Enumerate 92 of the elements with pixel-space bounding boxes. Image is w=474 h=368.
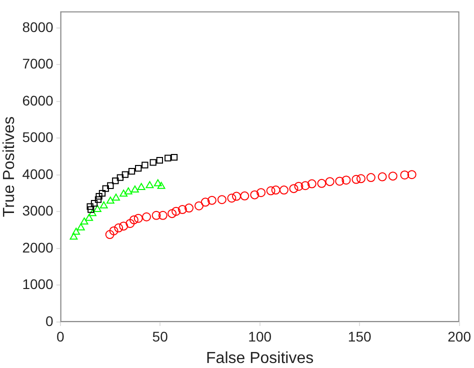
point	[366, 173, 376, 182]
x-tick-label: 200	[448, 328, 472, 344]
point	[134, 214, 143, 223]
point	[342, 176, 351, 185]
y-tick-label: 0	[46, 312, 54, 329]
point	[307, 179, 316, 188]
point	[178, 205, 187, 214]
point	[105, 230, 114, 240]
point	[137, 182, 146, 190]
point	[135, 165, 142, 172]
point	[184, 204, 194, 213]
point	[325, 177, 334, 186]
point	[356, 174, 366, 184]
point	[207, 196, 216, 205]
point	[152, 210, 161, 220]
y-tick-label: 3000	[22, 202, 54, 219]
point	[172, 206, 181, 216]
point	[98, 190, 106, 197]
point	[112, 178, 119, 184]
point	[400, 170, 410, 180]
y-axis-title: True Positives	[1, 116, 18, 218]
point	[154, 179, 162, 186]
point	[128, 168, 136, 175]
point	[119, 222, 128, 231]
point	[168, 209, 177, 218]
point	[88, 206, 94, 213]
y-tick-label: 2000	[22, 239, 54, 256]
point	[93, 205, 102, 212]
point	[88, 209, 96, 216]
point	[122, 171, 129, 178]
point	[232, 192, 241, 201]
point	[164, 154, 172, 162]
point	[200, 198, 210, 207]
point	[76, 223, 85, 230]
x-tick-label: 100	[248, 328, 272, 344]
x-tick-label: 150	[348, 328, 372, 344]
point	[170, 154, 178, 161]
y-tick-label: 8000	[22, 18, 54, 35]
point	[112, 194, 120, 201]
point	[72, 228, 80, 235]
point	[266, 186, 276, 196]
point	[70, 232, 78, 240]
point	[279, 186, 288, 195]
point	[240, 191, 250, 200]
point	[80, 218, 88, 225]
point	[107, 182, 114, 189]
point	[102, 185, 109, 192]
point	[150, 159, 156, 166]
point	[94, 196, 102, 203]
point	[300, 181, 310, 190]
point	[106, 196, 114, 204]
point	[156, 156, 164, 164]
point	[335, 176, 344, 186]
point	[86, 203, 94, 210]
point	[126, 218, 135, 228]
point	[96, 192, 102, 200]
y-tick-label: 1000	[22, 276, 54, 292]
point	[217, 195, 226, 204]
point	[114, 223, 124, 232]
y-tick-label: 4000	[22, 166, 54, 182]
point	[100, 201, 108, 208]
point	[90, 200, 98, 207]
point	[158, 210, 168, 220]
point	[227, 194, 236, 203]
point	[388, 172, 398, 181]
point	[256, 188, 266, 198]
point	[157, 182, 166, 189]
point	[124, 187, 132, 194]
x-axis-title: False Positives	[206, 350, 314, 367]
point	[294, 182, 304, 191]
point	[129, 215, 138, 224]
point	[142, 212, 152, 222]
point	[250, 190, 260, 200]
point	[194, 201, 204, 210]
x-tick-label: 50	[152, 328, 168, 344]
y-tick-label: 6000	[22, 92, 54, 108]
point	[352, 174, 361, 184]
y-tick-label: 5000	[22, 129, 54, 146]
point	[116, 174, 124, 181]
point	[146, 181, 154, 188]
point	[289, 184, 298, 194]
point	[109, 226, 118, 236]
point	[271, 186, 280, 195]
point	[378, 172, 387, 182]
y-tick-label: 7000	[22, 56, 54, 72]
point	[120, 190, 128, 197]
point	[317, 178, 326, 188]
point	[130, 186, 139, 193]
point	[407, 170, 416, 180]
point	[142, 162, 148, 168]
x-tick-label: 0	[56, 328, 64, 344]
point	[85, 214, 94, 221]
